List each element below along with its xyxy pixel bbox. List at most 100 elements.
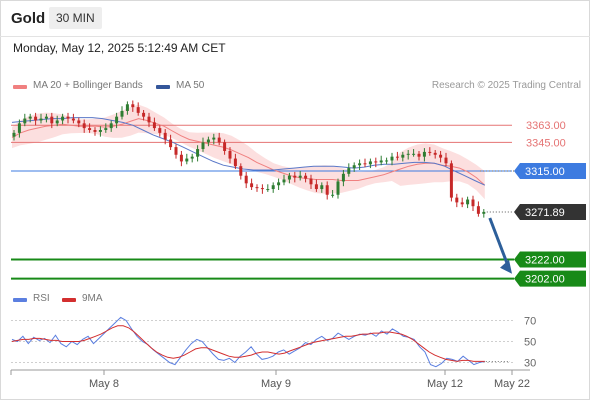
level-label-0: 3363.00	[526, 120, 566, 132]
candle	[422, 151, 426, 157]
level-label-1: 3345.00	[526, 137, 566, 149]
ma20-legend-label: MA 20 + Bollinger Bands	[33, 80, 143, 91]
candle	[12, 132, 16, 137]
candle	[142, 112, 146, 117]
candle	[228, 150, 232, 159]
candle	[185, 158, 189, 162]
candle	[449, 163, 453, 198]
level-tag-bg-3	[514, 204, 586, 221]
candle	[109, 123, 113, 129]
header-bar: Gold 30 MIN	[0, 0, 590, 37]
candle	[158, 128, 162, 133]
candle	[217, 137, 221, 143]
rsi-tick-label: 50	[524, 337, 536, 349]
candle	[401, 154, 405, 158]
candle	[336, 181, 340, 195]
candle	[23, 118, 27, 124]
candle	[190, 156, 194, 159]
candle	[444, 157, 448, 164]
candle	[368, 161, 372, 165]
candle	[201, 142, 205, 150]
candle	[223, 142, 227, 151]
candle	[17, 123, 21, 133]
level-tag-2: 3315.00	[514, 162, 586, 179]
level-label-4: 3222.00	[525, 255, 565, 267]
candle	[260, 188, 264, 190]
candle	[28, 116, 32, 119]
candle	[115, 116, 119, 124]
candle	[277, 182, 281, 186]
candle	[250, 183, 254, 188]
candle	[390, 156, 394, 161]
ma9-legend-label: 9MA	[82, 293, 103, 304]
candle	[331, 194, 335, 196]
candle	[120, 110, 124, 117]
candle	[88, 128, 92, 130]
candle	[255, 187, 259, 189]
candle	[314, 184, 318, 190]
rsi-legend-label: RSI	[33, 293, 50, 304]
candle	[374, 161, 378, 163]
candle	[385, 160, 389, 162]
rsi-ma9-line	[11, 325, 485, 362]
candle	[233, 158, 237, 167]
candle	[104, 128, 108, 130]
candle	[352, 165, 356, 169]
candle	[239, 166, 243, 176]
ma20-legend-swatch	[13, 85, 27, 89]
rsi-legend-swatch	[13, 298, 27, 302]
candle	[439, 154, 443, 158]
candle	[347, 168, 351, 174]
candle	[266, 189, 270, 191]
level-label-2: 3315.00	[525, 166, 565, 178]
candle	[406, 153, 410, 155]
ma50-legend-label: MA 50	[176, 80, 205, 91]
candle	[460, 202, 464, 205]
level-tag-bg-2	[514, 162, 586, 179]
candle	[136, 107, 140, 113]
candle	[152, 122, 156, 129]
candle	[98, 130, 102, 132]
candle	[304, 175, 308, 179]
candle	[325, 185, 329, 195]
ma20-line	[11, 118, 486, 186]
timeframe-badge[interactable]: 30 MIN	[49, 7, 102, 29]
rsi-line	[11, 316, 485, 368]
instrument-title: Gold	[11, 10, 46, 27]
ma50-line	[11, 117, 486, 186]
candle	[417, 153, 421, 157]
level-tag-4: 3222.00	[514, 251, 586, 268]
candle	[131, 104, 135, 108]
candle	[55, 120, 59, 124]
candle	[212, 137, 216, 140]
candle	[482, 211, 486, 214]
level-tag-bg-4	[514, 251, 586, 268]
candle	[77, 120, 81, 124]
candle	[341, 173, 345, 182]
candle	[309, 178, 313, 185]
candle	[125, 104, 129, 111]
candle	[358, 163, 362, 166]
candle	[455, 197, 459, 203]
candle	[163, 132, 167, 140]
candle	[287, 175, 291, 180]
timestamp: Monday, May 12, 2025 5:12:49 AM CET	[13, 41, 226, 55]
level-tag-bg-5	[514, 270, 586, 287]
candle	[34, 116, 38, 121]
x-axis-tick-label: May 8	[89, 378, 119, 390]
candle	[466, 199, 470, 205]
candle	[379, 160, 383, 163]
candle	[282, 179, 286, 183]
candle	[320, 185, 324, 190]
level-label-5: 3202.00	[525, 274, 565, 286]
rsi-tick-label: 70	[524, 316, 536, 328]
candle	[271, 185, 275, 190]
candle	[395, 156, 399, 158]
level-label-3: 3271.89	[525, 207, 565, 219]
ma50-legend-swatch	[156, 85, 170, 89]
candle	[174, 147, 178, 155]
candle	[169, 139, 173, 148]
ma9-legend-swatch	[62, 298, 76, 302]
candle	[93, 130, 97, 132]
